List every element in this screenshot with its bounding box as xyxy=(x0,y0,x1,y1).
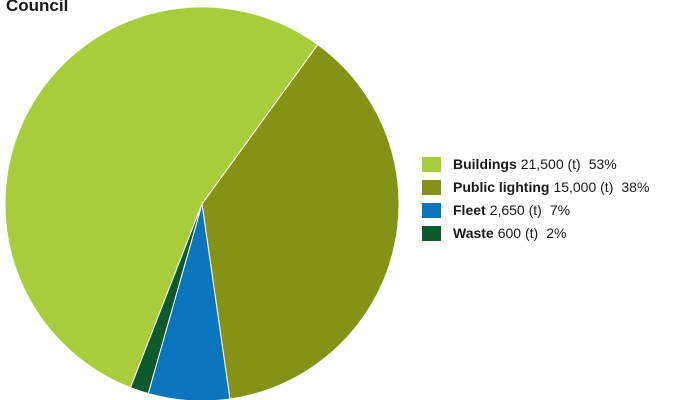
legend-item: Fleet 2,650 (t) 7% xyxy=(422,200,649,220)
legend-value: 600 (t) xyxy=(497,225,539,241)
legend-item: Buildings 21,500 (t) 53% xyxy=(422,154,649,174)
pie-slice-waste xyxy=(129,203,203,395)
legend-item: Public lighting 15,000 (t) 38% xyxy=(422,177,649,197)
legend-percent: 53% xyxy=(588,156,617,172)
legend-value: 21,500 (t) xyxy=(520,156,581,172)
pie-slice-public-lighting xyxy=(201,43,400,400)
legend-label: Public lighting xyxy=(453,179,550,195)
legend-swatch xyxy=(422,156,441,172)
chart-title: Council xyxy=(6,0,69,15)
legend-label: Waste xyxy=(453,225,494,241)
legend: Buildings 21,500 (t) 53% Public lighting 15,… xyxy=(422,154,649,246)
legend-swatch xyxy=(422,179,441,195)
pie-slice-buildings xyxy=(4,6,319,389)
legend-percent: 7% xyxy=(549,202,571,218)
legend-swatch xyxy=(422,225,441,241)
legend-value: 15,000 (t) xyxy=(553,179,614,195)
legend-percent: 38% xyxy=(621,179,650,195)
legend-value: 2,650 (t) xyxy=(489,202,542,218)
legend-swatch xyxy=(422,202,441,218)
legend-item: Waste 600 (t) 2% xyxy=(422,223,649,243)
legend-percent: 2% xyxy=(546,225,567,241)
legend-label: Buildings xyxy=(453,156,517,172)
legend-label: Fleet xyxy=(453,202,486,218)
